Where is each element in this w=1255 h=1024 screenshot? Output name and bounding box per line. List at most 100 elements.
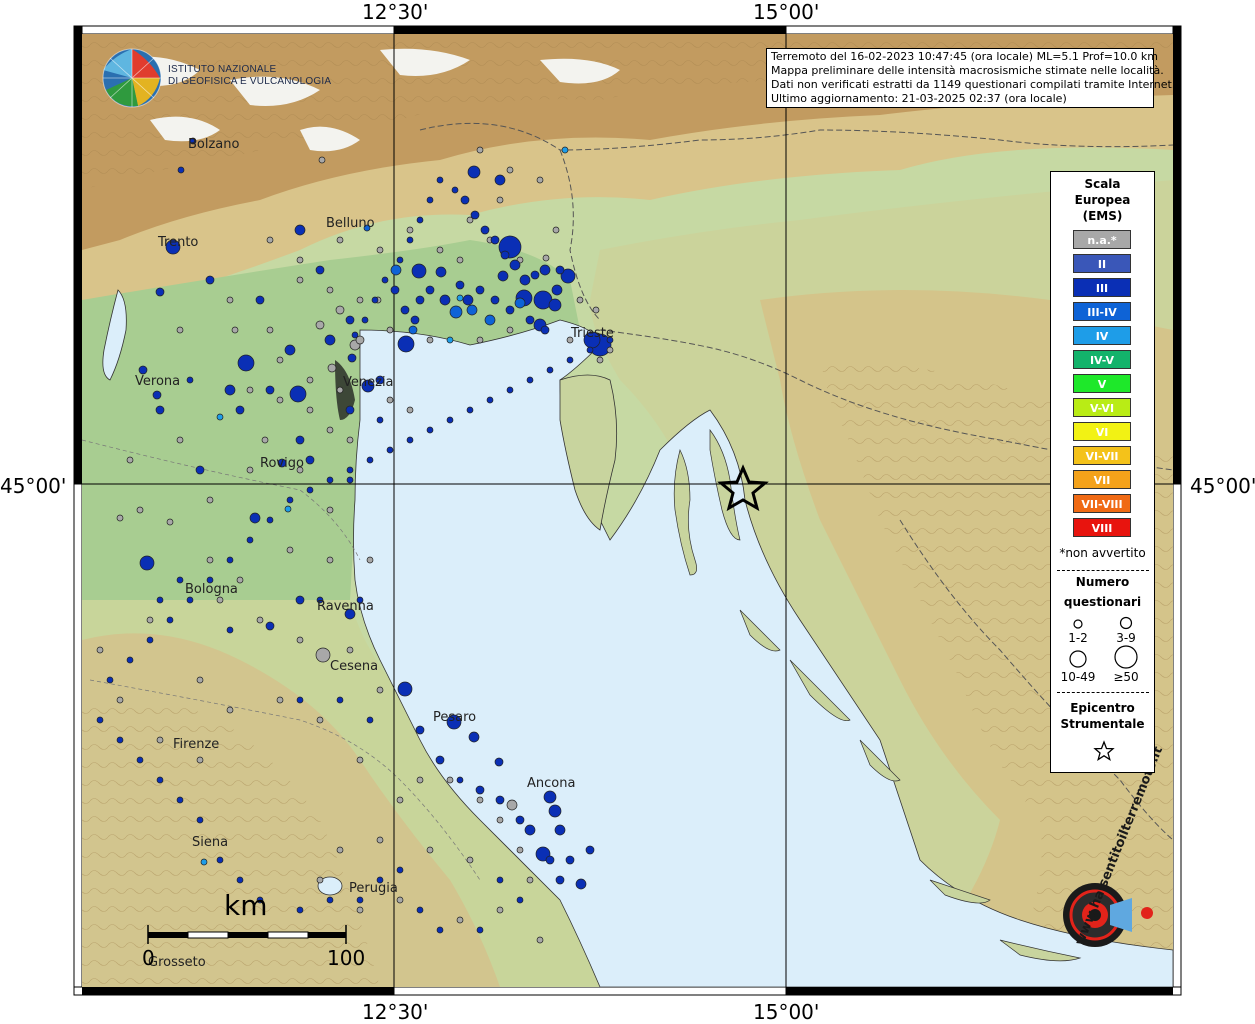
- city-ancona: Ancona: [527, 776, 575, 791]
- intensity-point: [546, 366, 554, 374]
- intensity-point: [551, 284, 563, 296]
- scale-bar: [147, 925, 347, 944]
- intensity-point: [554, 824, 566, 836]
- intensity-point: [295, 595, 305, 605]
- intensity-point: [390, 264, 402, 276]
- intensity-point: [356, 756, 364, 764]
- intensity-point: [265, 385, 275, 395]
- city-firenze: Firenze: [173, 737, 219, 752]
- intensity-point: [196, 676, 204, 684]
- intensity-point: [592, 306, 600, 314]
- intensity-point: [552, 226, 560, 234]
- intensity-point: [289, 385, 307, 403]
- intensity-point: [326, 476, 334, 484]
- intensity-point: [426, 426, 434, 434]
- city-ravenna: Ravenna: [317, 599, 374, 614]
- left-lat-label: 45°00': [0, 474, 67, 498]
- intensity-point: [326, 426, 334, 434]
- intensity-point: [460, 195, 470, 205]
- intensity-point: [335, 305, 345, 315]
- intensity-point: [356, 596, 364, 604]
- ems-item-vvi: V-VI: [1073, 398, 1131, 417]
- intensity-point: [475, 785, 485, 795]
- intensity-point: [96, 716, 104, 724]
- intensity-point: [376, 686, 384, 694]
- intensity-point: [524, 824, 536, 836]
- intensity-point: [165, 239, 181, 255]
- legend-note: *non avvertito: [1059, 546, 1146, 560]
- intensity-point: [396, 896, 404, 904]
- intensity-point: [152, 390, 162, 400]
- intensity-point: [296, 696, 304, 704]
- intensity-point: [386, 326, 394, 334]
- intensity-point: [126, 456, 134, 464]
- intensity-point: [126, 656, 134, 664]
- intensity-point: [266, 516, 274, 524]
- intensity-point: [446, 714, 462, 730]
- intensity-point: [516, 896, 524, 904]
- intensity-point: [176, 326, 184, 334]
- intensity-point: [506, 799, 518, 811]
- intensity-point: [231, 326, 239, 334]
- intensity-point: [336, 696, 344, 704]
- ems-item-vi: VI: [1073, 422, 1131, 441]
- intensity-point: [345, 315, 355, 325]
- intensity-point: [189, 137, 197, 145]
- ems-item-na: n.a.*: [1073, 230, 1131, 249]
- intensity-point: [356, 896, 364, 904]
- intensity-point: [344, 608, 356, 620]
- intensity-point: [543, 790, 557, 804]
- intensity-point: [497, 270, 509, 282]
- intensity-point: [246, 466, 254, 474]
- intensity-point: [324, 334, 336, 346]
- intensity-point: [116, 514, 124, 522]
- intensity-point: [406, 226, 414, 234]
- intensity-point: [496, 816, 504, 824]
- intensity-point: [206, 496, 214, 504]
- intensity-point: [540, 325, 550, 335]
- intensity-point: [480, 225, 490, 235]
- intensity-point: [467, 165, 481, 179]
- ems-item-viii: VIII: [1073, 518, 1131, 537]
- intensity-point: [435, 755, 445, 765]
- intensity-point: [146, 636, 154, 644]
- intensity-point: [355, 335, 365, 345]
- intensity-point: [397, 335, 415, 353]
- intensity-point: [136, 756, 144, 764]
- intensity-point: [536, 176, 544, 184]
- intensity-point: [476, 796, 484, 804]
- intensity-point: [386, 396, 394, 404]
- intensity-point: [426, 196, 434, 204]
- city-siena: Siena: [192, 835, 228, 850]
- intensity-point: [470, 210, 480, 220]
- intensity-point: [466, 216, 474, 224]
- intensity-point: [468, 731, 480, 743]
- intensity-point: [415, 295, 425, 305]
- intensity-point: [406, 436, 414, 444]
- intensity-point: [265, 621, 275, 631]
- intensity-point: [436, 176, 444, 184]
- intensity-point: [449, 305, 463, 319]
- intensity-point: [326, 286, 334, 294]
- intensity-point: [435, 266, 447, 278]
- city-trieste: Trieste: [570, 326, 614, 341]
- intensity-point: [371, 296, 379, 304]
- intensity-point: [396, 796, 404, 804]
- city-grosseto: Grosseto: [148, 955, 206, 970]
- intensity-point: [381, 276, 389, 284]
- intensity-point: [456, 916, 464, 924]
- intensity-point: [138, 365, 148, 375]
- intensity-point: [446, 776, 454, 784]
- intensity-point: [576, 296, 584, 304]
- city-rovigo: Rovigo: [260, 456, 304, 471]
- intensity-point: [361, 379, 375, 393]
- intensity-point: [416, 906, 424, 914]
- intensity-point: [606, 336, 614, 344]
- epicenter-star: [717, 464, 769, 512]
- intensity-point: [356, 296, 364, 304]
- intensity-point: [256, 616, 264, 624]
- intensity-point: [176, 796, 184, 804]
- intensity-point: [505, 305, 515, 315]
- intensity-point: [545, 855, 555, 865]
